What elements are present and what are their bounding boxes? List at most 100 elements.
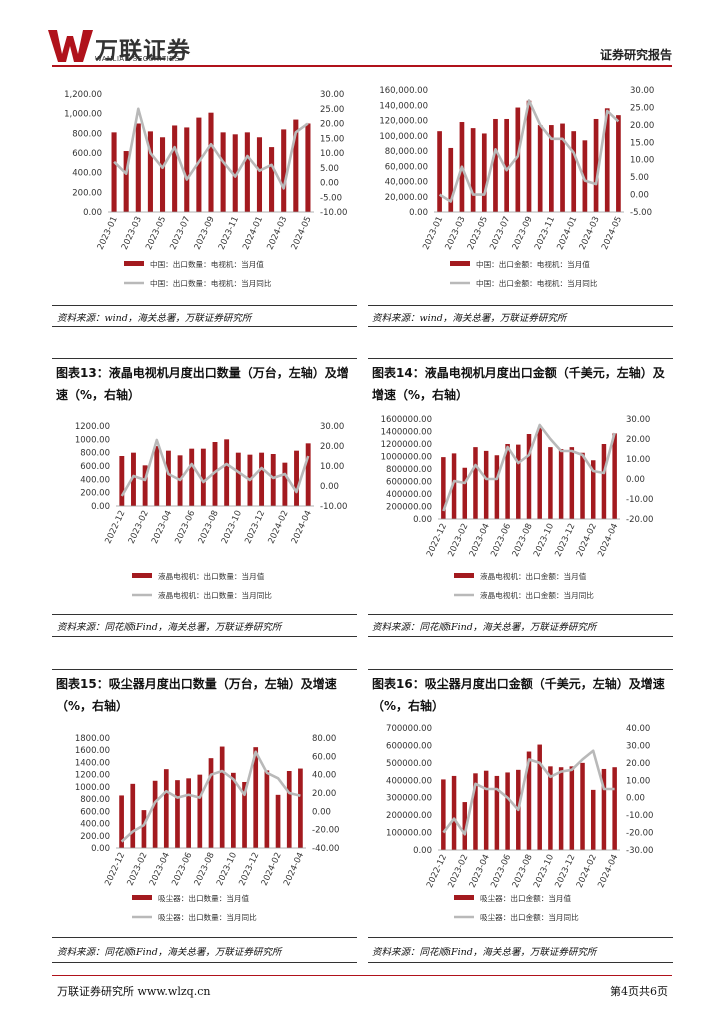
bar bbox=[111, 132, 117, 212]
right-axis-tick-label: 30.00 bbox=[626, 415, 650, 425]
bar bbox=[560, 123, 565, 212]
right-axis-tick-label: 30.00 bbox=[626, 741, 650, 751]
bar bbox=[451, 775, 457, 850]
bar bbox=[208, 112, 214, 212]
bar bbox=[281, 129, 287, 212]
bar bbox=[165, 450, 171, 506]
right-axis-tick-label: -10.00 bbox=[320, 208, 347, 218]
header-divider bbox=[52, 65, 672, 67]
left-axis-tick-label: 1600000.00 bbox=[381, 415, 432, 425]
left-axis-tick-label: 1000.00 bbox=[75, 435, 110, 445]
x-axis-tick-label: 2023-11 bbox=[533, 215, 557, 251]
x-axis-tick-label: 2024-03 bbox=[578, 215, 602, 251]
bar bbox=[601, 768, 607, 850]
x-axis-tick-label: 2024-04 bbox=[282, 851, 306, 887]
right-axis-tick-label: 5.00 bbox=[320, 164, 339, 174]
source-rule bbox=[52, 305, 357, 306]
bar bbox=[286, 771, 292, 848]
right-axis-tick-label: -10.00 bbox=[626, 495, 653, 505]
bar bbox=[305, 443, 311, 506]
right-axis-tick-label: 0.00 bbox=[312, 807, 331, 817]
bar bbox=[571, 131, 577, 212]
left-axis-tick-label: 20,000.00 bbox=[385, 193, 428, 203]
left-axis-tick-label: 1200000.00 bbox=[381, 440, 432, 450]
series-line bbox=[120, 750, 301, 843]
bar bbox=[462, 467, 468, 519]
x-axis-tick-label: 2024-02 bbox=[267, 509, 291, 545]
bar bbox=[197, 774, 203, 848]
left-axis-tick-label: 100000.00 bbox=[386, 829, 432, 839]
chart-source: 资料来源：同花顺iFind，海关总署，万联证券研究所 bbox=[372, 947, 597, 958]
left-axis-tick-label: 1400.00 bbox=[75, 758, 110, 768]
title-rule bbox=[52, 669, 357, 670]
legend-bar-swatch bbox=[454, 895, 474, 900]
right-axis-tick-label: 0.00 bbox=[320, 179, 339, 189]
bar bbox=[437, 131, 442, 212]
legend-label: 液晶电视机：出口金额：当月同比 bbox=[480, 590, 594, 600]
x-axis-tick-label: 2023-08 bbox=[511, 522, 535, 558]
bar bbox=[184, 127, 190, 212]
left-axis-tick-label: 800.00 bbox=[80, 795, 110, 805]
source-rule bbox=[368, 305, 673, 306]
right-axis-tick-label: 30.00 bbox=[630, 86, 654, 96]
bar bbox=[231, 772, 236, 848]
legend-label: 中国：出口数量：电视机：当月值 bbox=[150, 259, 264, 269]
bar bbox=[200, 448, 206, 506]
bar bbox=[172, 125, 178, 212]
bar bbox=[593, 118, 599, 212]
x-axis-tick-label: 2023-12 bbox=[237, 851, 261, 887]
source-rule bbox=[52, 326, 357, 327]
right-axis-tick-label: 0.00 bbox=[320, 482, 339, 492]
bar bbox=[483, 450, 489, 519]
left-axis-tick-label: 1,200.00 bbox=[64, 90, 102, 100]
legend-label: 液晶电视机：出口数量：当月同比 bbox=[158, 590, 272, 600]
left-axis-tick-label: 500000.00 bbox=[386, 759, 432, 769]
x-axis-tick-label: 2023-02 bbox=[446, 853, 470, 889]
bar bbox=[612, 433, 617, 519]
x-axis-tick-label: 2023-02 bbox=[126, 851, 150, 887]
x-axis-tick-label: 2024-04 bbox=[290, 509, 314, 545]
left-axis-tick-label: 200.00 bbox=[72, 188, 102, 198]
right-axis-tick-label: 10.00 bbox=[320, 149, 344, 159]
x-axis-tick-label: 2023-03 bbox=[120, 215, 144, 251]
right-axis-tick-label: 15.00 bbox=[630, 138, 654, 148]
x-axis-tick-label: 2023-06 bbox=[489, 522, 513, 558]
x-axis-tick-label: 2023-07 bbox=[488, 215, 512, 251]
left-axis-tick-label: 1800.00 bbox=[75, 734, 110, 744]
x-axis-tick-label: 2023-06 bbox=[173, 509, 197, 545]
x-axis-tick-label: 2023-04 bbox=[148, 851, 172, 887]
x-axis-tick-label: 2023-08 bbox=[197, 509, 221, 545]
left-axis-tick-label: 200000.00 bbox=[386, 811, 432, 821]
left-axis-tick-label: 800000.00 bbox=[386, 465, 432, 475]
legend-bar-swatch bbox=[124, 261, 144, 266]
footer-divider bbox=[52, 975, 672, 976]
bar bbox=[224, 439, 230, 506]
brand-name-cn: 万联证券 bbox=[95, 37, 191, 64]
chart-lcd-tv-export-quantity: 0.00 200.00 400.00 600.00 800.00 1000.00 1200.… bbox=[75, 422, 348, 600]
x-axis-tick-label: 2024-02 bbox=[260, 851, 284, 887]
bar bbox=[494, 455, 500, 519]
legend-label: 吸尘器：出口数量：当月同比 bbox=[158, 912, 257, 922]
chart-tv-export-quantity: 0.00 200.00 400.00 600.00 800.00 1,000.00 1,20… bbox=[64, 90, 347, 288]
chart-source: 资料来源：wind，海关总署，万联证券研究所 bbox=[57, 313, 252, 324]
bar bbox=[208, 758, 214, 848]
chart-source: 资料来源：wind，海关总署，万联证券研究所 bbox=[372, 313, 567, 324]
x-axis-tick-label: 2023-04 bbox=[468, 522, 492, 558]
chart-vacuum-export-quantity: 0.00 200.00 400.00 600.00 800.00 1000.00 1200.… bbox=[75, 734, 340, 922]
x-axis-tick-label: 2023-05 bbox=[466, 215, 490, 251]
bar bbox=[448, 147, 454, 212]
source-rule bbox=[52, 614, 357, 615]
x-axis-tick-label: 2023-11 bbox=[217, 215, 241, 251]
bar bbox=[264, 770, 270, 848]
x-axis-tick-label: 2023-10 bbox=[532, 522, 556, 558]
left-axis-tick-label: 0.00 bbox=[409, 208, 428, 218]
x-axis-tick-label: 2024-02 bbox=[575, 522, 599, 558]
bar bbox=[131, 452, 136, 506]
page-header: 万联证券 WANLIAN SECURITIES 证券研究报告 bbox=[0, 0, 724, 72]
source-rule bbox=[368, 962, 673, 963]
x-axis-tick-label: 2023-09 bbox=[193, 215, 217, 251]
x-axis-tick-label: 2023-06 bbox=[489, 853, 513, 889]
left-axis-tick-label: 1000000.00 bbox=[381, 453, 432, 463]
left-axis-tick-label: 400.00 bbox=[72, 169, 102, 179]
bar bbox=[253, 747, 259, 848]
